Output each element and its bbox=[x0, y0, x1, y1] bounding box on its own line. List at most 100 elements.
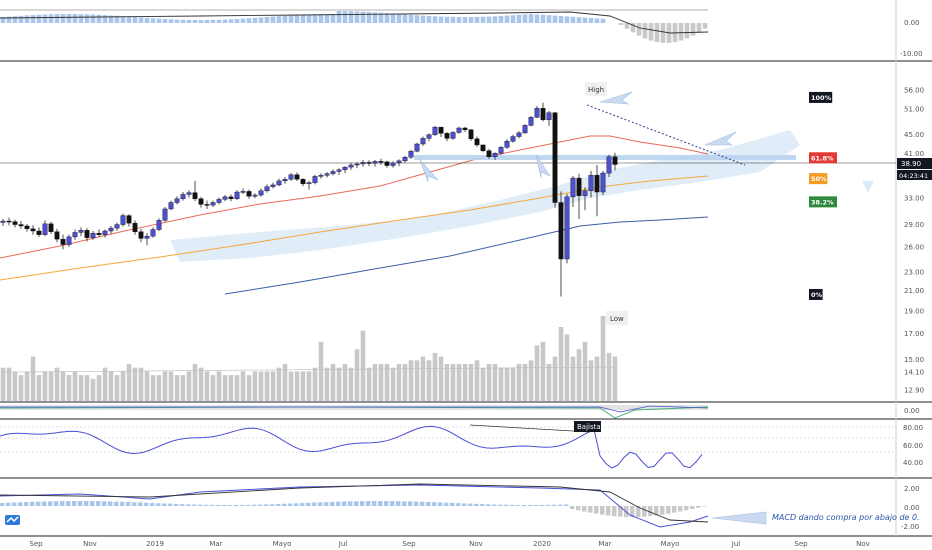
volume-bar-72 bbox=[432, 352, 438, 401]
volume-bar-73 bbox=[438, 356, 444, 401]
macd-hist-114 bbox=[684, 506, 689, 511]
macd-hist-91 bbox=[546, 504, 551, 506]
price-tick-6: 29.00 bbox=[904, 221, 924, 229]
candle-body-2 bbox=[12, 221, 18, 225]
top-hist-pos-0 bbox=[0, 17, 6, 23]
volume-bar-19 bbox=[114, 375, 120, 401]
volume-bar-39 bbox=[234, 375, 240, 401]
top-hist-pos-34 bbox=[204, 19, 210, 23]
fib-label-1: 61.8% bbox=[811, 154, 834, 162]
macd-hist-99 bbox=[594, 506, 599, 514]
top-hist-pos-4 bbox=[24, 15, 30, 23]
macd-hist-55 bbox=[330, 501, 335, 506]
top-hist-neg-115 bbox=[690, 23, 696, 36]
candle-body-20 bbox=[120, 215, 126, 225]
macd-hist-105 bbox=[630, 506, 635, 517]
time-tick-3: Mar bbox=[209, 540, 222, 548]
top-hist-neg-108 bbox=[648, 23, 654, 41]
top-hist-pos-88 bbox=[528, 14, 534, 23]
macd-hist-42 bbox=[252, 504, 257, 506]
candle-body-46 bbox=[276, 180, 282, 186]
macd-hist-87 bbox=[522, 504, 527, 506]
candle-body-95 bbox=[570, 177, 576, 198]
macd-hist-8 bbox=[48, 501, 53, 506]
macd-hist-41 bbox=[246, 504, 251, 506]
candle-body-71 bbox=[426, 134, 432, 139]
candle-body-84 bbox=[504, 140, 510, 148]
macd-hist-82 bbox=[492, 504, 497, 506]
top-hist-pos-75 bbox=[450, 16, 456, 23]
top-hist-pos-21 bbox=[126, 16, 132, 23]
macd-hist-16 bbox=[96, 501, 101, 506]
time-axis: Sep Nov 2019 Mar Mayo Jul Sep Nov 2020 Mar Mayo Jul… bbox=[29, 540, 869, 548]
macd-hist-78 bbox=[468, 503, 473, 506]
cloud-fragment bbox=[862, 181, 874, 193]
macd-hist-9 bbox=[54, 501, 59, 506]
top-hist-pos-7 bbox=[42, 14, 48, 23]
candle-body-16 bbox=[96, 232, 102, 235]
top-hist-pos-93 bbox=[558, 16, 564, 23]
top-hist-pos-70 bbox=[420, 15, 426, 23]
macd-hist-36 bbox=[216, 504, 221, 506]
low-label-box bbox=[606, 311, 628, 325]
candle-body-68 bbox=[408, 151, 414, 158]
time-tick-13: Nov bbox=[856, 540, 870, 548]
macd-hist-20 bbox=[120, 501, 125, 506]
candle-body-41 bbox=[246, 191, 252, 197]
volume-bar-98 bbox=[588, 360, 594, 401]
top-hist-pos-60 bbox=[360, 11, 366, 23]
candle-body-101 bbox=[606, 156, 612, 174]
top-hist-pos-66 bbox=[396, 14, 402, 23]
top-tick-0: 0.00 bbox=[904, 19, 920, 27]
volume-bars bbox=[0, 315, 618, 401]
top-hist-pos-17 bbox=[102, 15, 108, 23]
time-tick-10: Mayo bbox=[661, 540, 680, 548]
price-tick-11: 17.00 bbox=[904, 330, 924, 338]
candle-body-82 bbox=[492, 153, 498, 157]
volume-bar-26 bbox=[156, 375, 162, 401]
candle-body-81 bbox=[486, 150, 492, 157]
volume-bar-71 bbox=[426, 360, 432, 401]
candle-body-96 bbox=[576, 177, 582, 196]
top-hist-pos-46 bbox=[276, 16, 282, 23]
volume-bar-25 bbox=[150, 375, 156, 401]
top-hist-pos-96 bbox=[576, 17, 582, 23]
macd-hist-116 bbox=[696, 506, 701, 508]
fib-label-box-4 bbox=[809, 288, 823, 300]
candle-body-57 bbox=[342, 166, 348, 171]
top-hist-neg-103 bbox=[618, 23, 624, 25]
candle-body-66 bbox=[396, 160, 402, 164]
candle-body-76 bbox=[456, 127, 462, 133]
top-hist-pos-89 bbox=[534, 14, 540, 23]
macd-hist-95 bbox=[570, 506, 575, 509]
candle-body-59 bbox=[354, 163, 360, 166]
tradingview-logo-icon bbox=[5, 515, 20, 525]
macd-hist-111 bbox=[666, 506, 671, 514]
volume-bar-54 bbox=[324, 367, 330, 401]
volume-bar-17 bbox=[102, 367, 108, 401]
candle-body-38 bbox=[228, 196, 234, 199]
macd-hist-57 bbox=[342, 501, 347, 506]
candle-body-10 bbox=[60, 238, 66, 245]
candle-body-52 bbox=[312, 176, 318, 183]
top-hist-pos-90 bbox=[540, 14, 546, 23]
volume-bar-95 bbox=[570, 356, 576, 401]
top-hist-pos-95 bbox=[570, 16, 576, 23]
macd-hist-92 bbox=[552, 504, 557, 506]
macd-hist-61 bbox=[366, 501, 371, 506]
candle-body-64 bbox=[384, 161, 390, 166]
top-hist-pos-22 bbox=[132, 17, 138, 23]
macd-hist-15 bbox=[90, 501, 95, 506]
fib-label-box-0 bbox=[809, 91, 833, 103]
candle-body-73 bbox=[438, 126, 444, 134]
time-tick-9: Mar bbox=[598, 540, 611, 548]
candle-body-56 bbox=[336, 169, 342, 172]
volume-bar-59 bbox=[354, 349, 360, 401]
macd-hist-96 bbox=[576, 506, 581, 511]
top-hist-pos-1 bbox=[6, 16, 12, 23]
time-tick-1: Nov bbox=[83, 540, 97, 548]
volume-bar-29 bbox=[174, 375, 180, 401]
candle-body-94 bbox=[564, 196, 570, 260]
top-hist-pos-85 bbox=[510, 15, 516, 23]
rsi-tick-2: 40.00 bbox=[903, 459, 923, 467]
